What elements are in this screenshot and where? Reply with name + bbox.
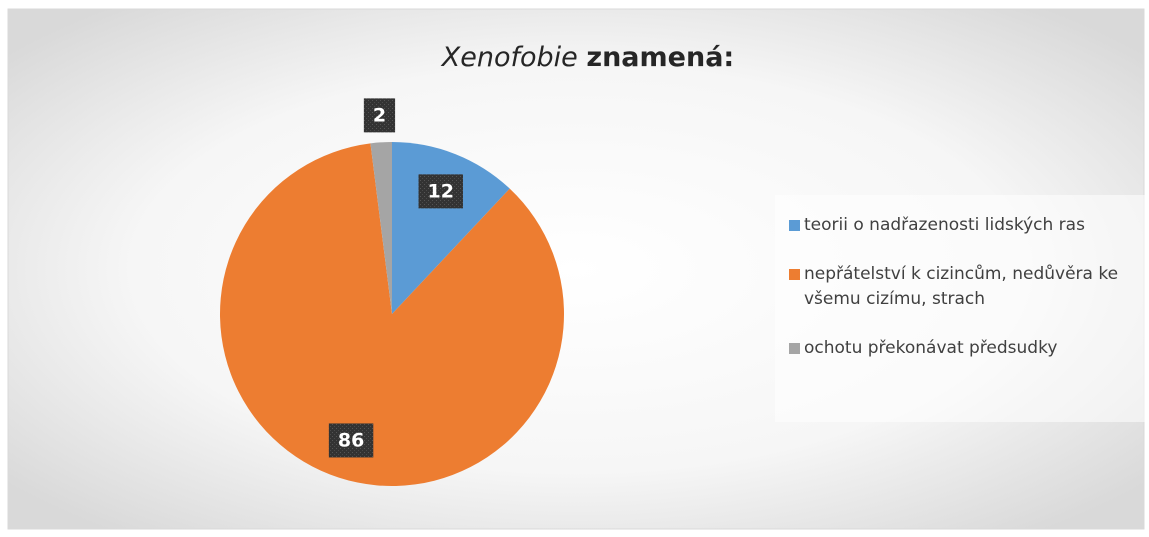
legend-swatch bbox=[789, 220, 800, 231]
legend-label: ochotu překonávat předsudky bbox=[804, 338, 1058, 358]
legend: teorii o nadřazenosti lidských ras nepřát… bbox=[775, 195, 1145, 422]
data-label-box bbox=[363, 98, 396, 133]
legend-swatch bbox=[789, 269, 800, 280]
chart-title: Xenofobie znamená: bbox=[440, 42, 734, 73]
legend-entry: nepřátelství k cizincům, nedůvěra ke vše… bbox=[789, 262, 1135, 312]
data-label-box bbox=[418, 174, 463, 209]
title-text: znamená: bbox=[586, 42, 734, 73]
legend-entry: teorii o nadřazenosti lidských ras bbox=[789, 213, 1135, 238]
legend-label: teorii o nadřazenosti lidských ras bbox=[804, 215, 1085, 235]
data-label: 86 bbox=[338, 429, 364, 451]
pie-slice bbox=[370, 142, 392, 314]
legend-entry: ochotu překonávat předsudky bbox=[789, 336, 1135, 361]
legend-label: nepřátelství k cizincům, nedůvěra ke vše… bbox=[804, 264, 1119, 309]
pie-slice bbox=[219, 143, 564, 487]
data-label: 2 bbox=[373, 104, 386, 126]
data-label-box bbox=[328, 423, 374, 458]
title-emphasis: Xenofobie bbox=[440, 42, 578, 73]
data-label: 12 bbox=[428, 180, 454, 202]
legend-swatch bbox=[789, 343, 800, 354]
